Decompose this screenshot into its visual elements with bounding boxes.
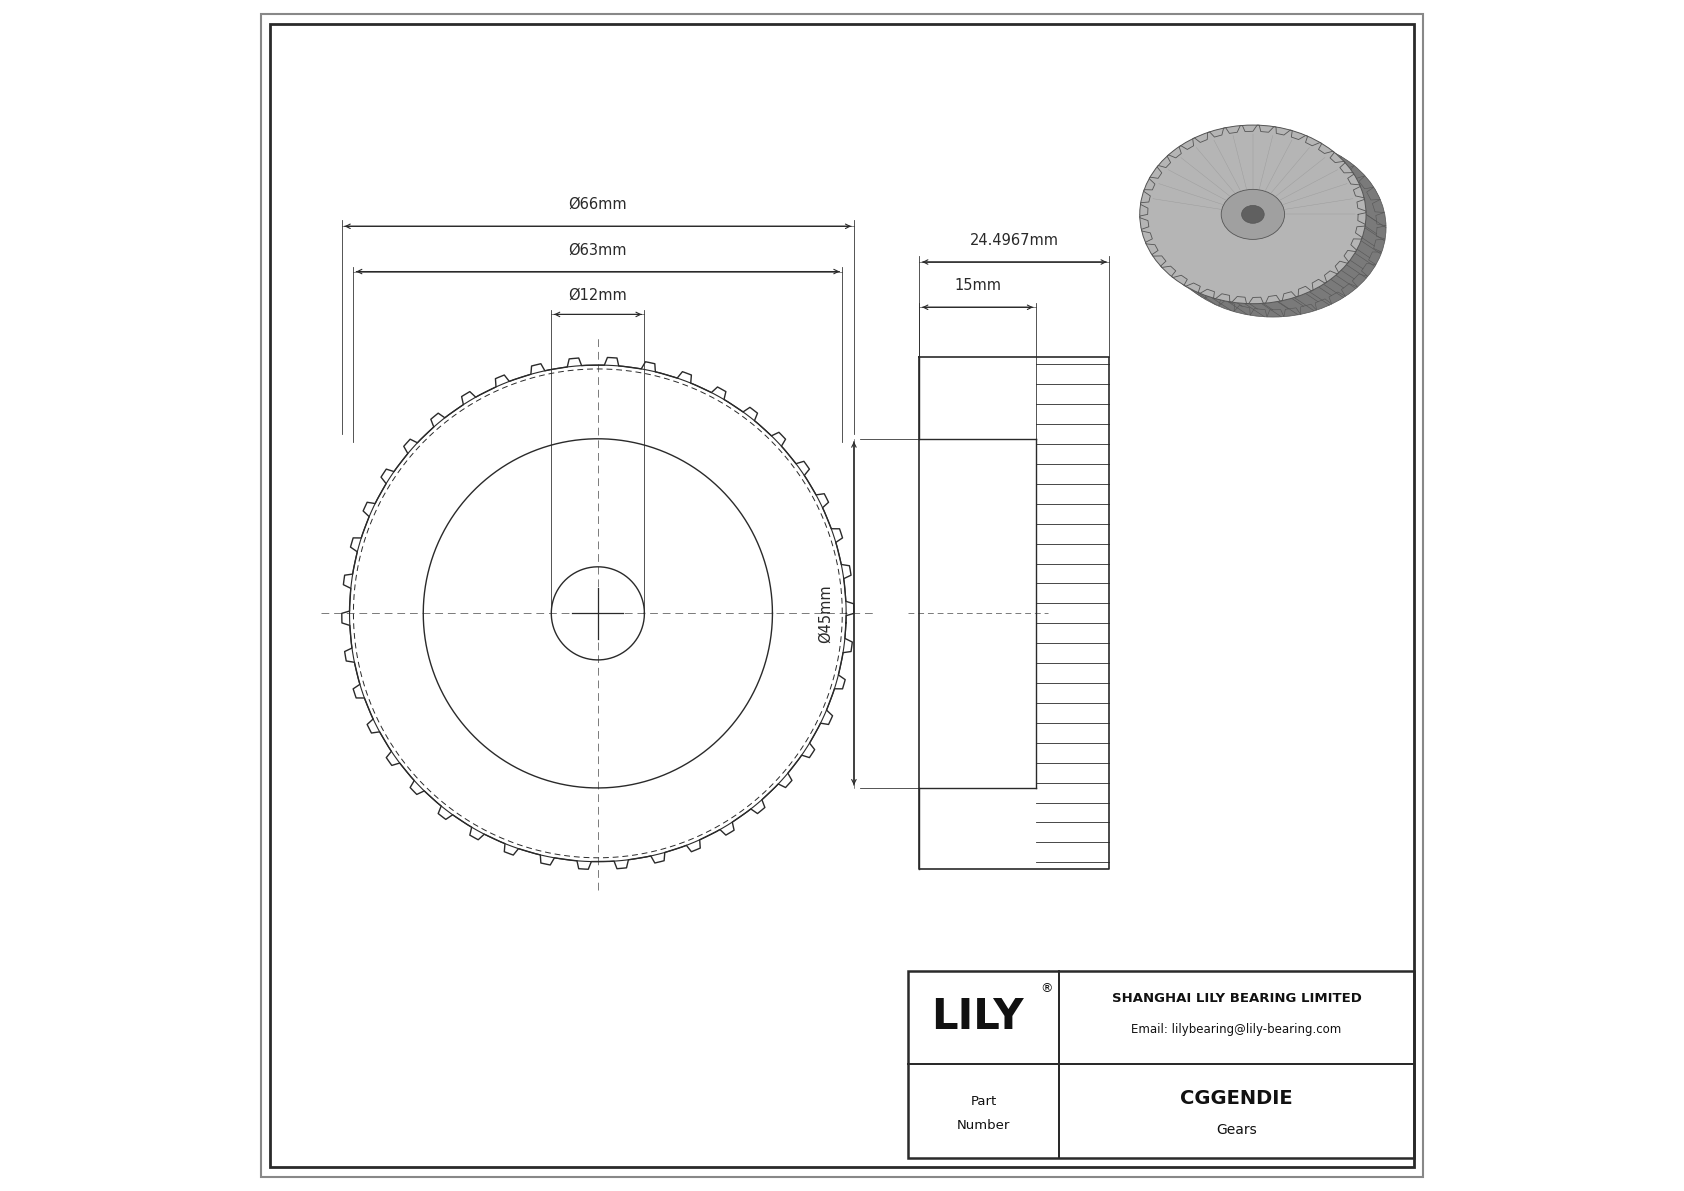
- Text: ®: ®: [1041, 983, 1052, 996]
- Ellipse shape: [1140, 125, 1366, 304]
- Text: 15mm: 15mm: [955, 278, 1000, 293]
- Text: Ø45mm: Ø45mm: [817, 584, 832, 643]
- Text: SHANGHAI LILY BEARING LIMITED: SHANGHAI LILY BEARING LIMITED: [1111, 992, 1361, 1005]
- Text: 24.4967mm: 24.4967mm: [970, 232, 1059, 248]
- Text: Part: Part: [970, 1095, 997, 1108]
- Polygon shape: [1145, 125, 1381, 200]
- Ellipse shape: [1160, 138, 1386, 317]
- Text: LILY: LILY: [931, 997, 1024, 1039]
- Text: Gears: Gears: [1216, 1123, 1256, 1137]
- Text: Number: Number: [957, 1118, 1010, 1131]
- Text: Ø63mm: Ø63mm: [569, 242, 626, 257]
- Text: Ø12mm: Ø12mm: [569, 287, 626, 303]
- Text: CGGENDIE: CGGENDIE: [1180, 1090, 1293, 1109]
- Ellipse shape: [1221, 189, 1285, 239]
- Text: Email: lilybearing@lily-bearing.com: Email: lilybearing@lily-bearing.com: [1132, 1023, 1342, 1036]
- Text: Ø66mm: Ø66mm: [569, 197, 626, 212]
- Ellipse shape: [1241, 206, 1265, 224]
